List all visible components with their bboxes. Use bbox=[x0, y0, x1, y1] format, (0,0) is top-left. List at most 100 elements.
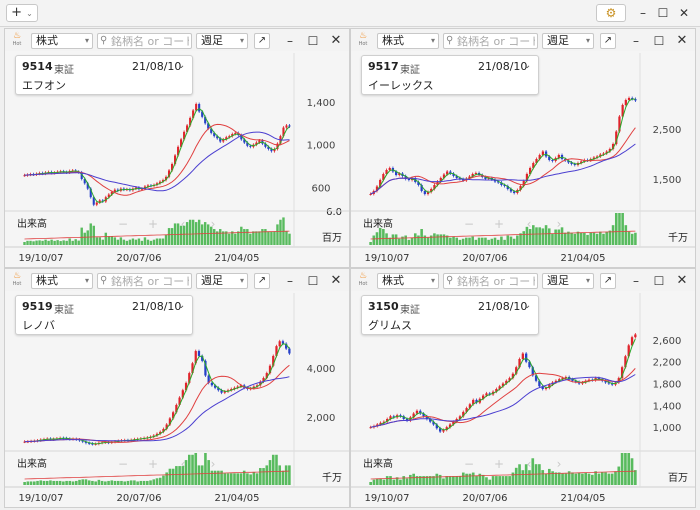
window-minimize-icon[interactable]: – bbox=[640, 6, 646, 20]
info-expand-icon[interactable]: ⌄ bbox=[177, 60, 186, 71]
stock-info-card: 9514 東証 21/08/10 ⌄ エフオン bbox=[15, 55, 193, 95]
volume-bar bbox=[604, 472, 607, 485]
volume-bar bbox=[557, 472, 561, 485]
security-type-select[interactable]: 株式 ▾ bbox=[377, 33, 439, 49]
chevron-down-icon: ▾ bbox=[84, 276, 89, 285]
volume-bar bbox=[252, 472, 256, 485]
volume-bar bbox=[579, 232, 583, 245]
candle-body bbox=[544, 387, 548, 389]
info-expand-icon[interactable]: ⌄ bbox=[523, 60, 532, 71]
hot-badge[interactable]: ♨ Hot bbox=[354, 272, 372, 288]
panel-minimize-icon[interactable]: – bbox=[287, 34, 293, 48]
add-chart-button[interactable]: + ⌄ bbox=[6, 4, 38, 22]
panel-maximize-icon[interactable]: ☐ bbox=[307, 34, 319, 48]
security-type-select[interactable]: 株式 ▾ bbox=[377, 273, 439, 289]
settings-button[interactable]: ⚙ bbox=[596, 4, 626, 22]
volume-bar bbox=[391, 234, 395, 245]
panel-maximize-icon[interactable]: ☐ bbox=[653, 34, 665, 48]
candle-body bbox=[554, 380, 558, 383]
volume-bar bbox=[140, 240, 144, 245]
symbol-search-input[interactable] bbox=[111, 34, 189, 48]
panel-close-icon[interactable]: ✕ bbox=[676, 33, 688, 48]
volume-bar bbox=[455, 237, 459, 245]
volume-bar bbox=[611, 225, 615, 245]
volume-bar bbox=[110, 480, 114, 485]
candle-body bbox=[134, 187, 137, 189]
security-type-select[interactable]: 株式 ▾ bbox=[31, 33, 93, 49]
volume-bar bbox=[413, 233, 417, 245]
ma-mid-line bbox=[370, 127, 636, 195]
open-external-button[interactable]: ↗ bbox=[254, 273, 270, 289]
panel-close-icon[interactable]: ✕ bbox=[330, 273, 342, 288]
window-close-icon[interactable]: ✕ bbox=[678, 6, 690, 20]
volume-bar bbox=[420, 229, 423, 245]
candle-body bbox=[548, 384, 551, 388]
candle-body bbox=[265, 373, 268, 378]
candle-body bbox=[399, 415, 402, 417]
candlestick bbox=[236, 385, 239, 390]
period-select[interactable]: 週足 ▾ bbox=[542, 273, 594, 289]
hot-badge[interactable]: ♨ Hot bbox=[8, 272, 26, 288]
candle-body bbox=[509, 189, 513, 192]
open-external-button[interactable]: ↗ bbox=[254, 33, 270, 49]
candle-body bbox=[471, 174, 474, 177]
volume-bar bbox=[544, 225, 548, 245]
hot-badge[interactable]: ♨ Hot bbox=[8, 32, 26, 48]
volume-control-icon: ‹ bbox=[527, 457, 532, 471]
panel-minimize-icon[interactable]: – bbox=[633, 34, 639, 48]
panel-close-icon[interactable]: ✕ bbox=[676, 273, 688, 288]
volume-bar bbox=[267, 231, 270, 245]
symbol-search-field[interactable]: ⚲ bbox=[443, 33, 538, 49]
volume-bar bbox=[284, 465, 288, 485]
info-expand-icon[interactable]: ⌄ bbox=[177, 300, 186, 311]
info-expand-icon[interactable]: ⌄ bbox=[523, 300, 532, 311]
volume-control-icon: › bbox=[211, 217, 216, 231]
candlestick bbox=[198, 102, 201, 113]
candle-body bbox=[175, 404, 178, 413]
volume-bar bbox=[59, 241, 62, 245]
volume-control-icon: − bbox=[464, 217, 474, 231]
period-select[interactable]: 週足 ▾ bbox=[542, 33, 594, 49]
window-maximize-icon[interactable]: ☐ bbox=[657, 6, 669, 20]
volume-bar bbox=[113, 237, 117, 245]
open-external-button[interactable]: ↗ bbox=[600, 33, 616, 49]
candle-body bbox=[532, 163, 535, 168]
x-tick-label: 19/10/07 bbox=[365, 253, 410, 264]
panel-maximize-icon[interactable]: ☐ bbox=[307, 274, 319, 288]
symbol-search-field[interactable]: ⚲ bbox=[97, 273, 192, 289]
candlestick bbox=[382, 420, 386, 425]
candle-body bbox=[382, 421, 386, 423]
candle-body bbox=[171, 164, 174, 171]
symbol-search-input[interactable] bbox=[457, 34, 535, 48]
open-external-button[interactable]: ↗ bbox=[600, 273, 616, 289]
symbol-search-input[interactable] bbox=[111, 274, 189, 288]
candlestick bbox=[158, 180, 162, 185]
volume-bar bbox=[276, 224, 279, 245]
volume-unit-label: 千万 bbox=[322, 473, 342, 484]
hot-badge[interactable]: ♨ Hot bbox=[354, 32, 372, 48]
volume-bar bbox=[583, 232, 586, 245]
panel-minimize-icon[interactable]: – bbox=[287, 274, 293, 288]
candle-body bbox=[379, 180, 382, 187]
volume-bar bbox=[445, 235, 449, 245]
candlestick bbox=[161, 178, 165, 184]
security-type-select[interactable]: 株式 ▾ bbox=[31, 273, 93, 289]
volume-bar bbox=[576, 231, 580, 245]
candlestick bbox=[617, 376, 620, 384]
panel-minimize-icon[interactable]: – bbox=[633, 274, 639, 288]
panel-maximize-icon[interactable]: ☐ bbox=[653, 274, 665, 288]
symbol-search-field[interactable]: ⚲ bbox=[97, 33, 192, 49]
period-select[interactable]: 週足 ▾ bbox=[196, 273, 248, 289]
candle-body bbox=[587, 379, 591, 381]
volume-bar bbox=[428, 476, 432, 485]
candlestick bbox=[442, 428, 445, 433]
volume-bar bbox=[240, 226, 243, 245]
volume-bar bbox=[503, 239, 506, 245]
candle-body bbox=[498, 386, 501, 389]
candle-body bbox=[259, 381, 262, 386]
period-select[interactable]: 週足 ▾ bbox=[196, 33, 248, 49]
candle-body bbox=[627, 345, 630, 357]
panel-close-icon[interactable]: ✕ bbox=[330, 33, 342, 48]
symbol-search-input[interactable] bbox=[457, 274, 535, 288]
symbol-search-field[interactable]: ⚲ bbox=[443, 273, 538, 289]
